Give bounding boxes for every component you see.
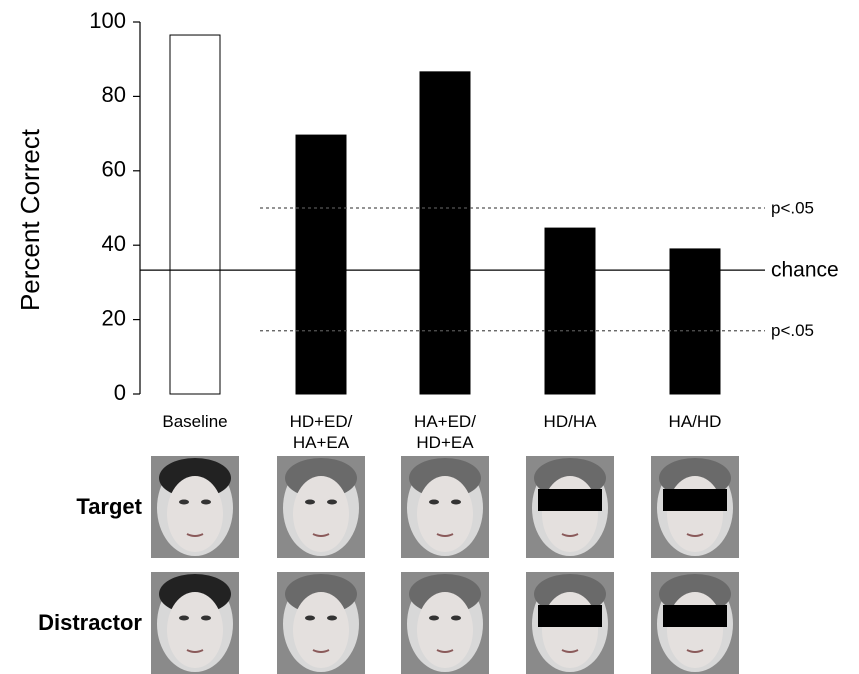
- mouth: [312, 533, 330, 537]
- reference-label: p<.05: [771, 321, 814, 340]
- mouth: [186, 649, 204, 653]
- eye: [179, 499, 189, 505]
- bar: [419, 71, 471, 395]
- mouth: [312, 649, 330, 653]
- face-image: [651, 572, 739, 674]
- mouth: [686, 533, 704, 537]
- face: [542, 592, 598, 668]
- eye-mask: [538, 605, 602, 627]
- face-image: [651, 456, 739, 558]
- face: [542, 476, 598, 552]
- y-tick-label: 80: [102, 82, 126, 107]
- reference-label: chance: [771, 259, 839, 282]
- face: [293, 592, 349, 668]
- bar: [295, 134, 347, 395]
- eye-mask: [538, 489, 602, 511]
- face: [167, 592, 223, 668]
- eye: [327, 615, 337, 621]
- eye: [429, 499, 439, 505]
- eye: [451, 615, 461, 621]
- reference-label: p<.05: [771, 198, 814, 217]
- bar: [169, 34, 221, 395]
- face-image: [151, 572, 239, 674]
- mouth: [436, 533, 454, 537]
- face-image: [401, 456, 489, 558]
- mouth: [436, 649, 454, 653]
- mouth: [686, 649, 704, 653]
- face-image: [526, 456, 614, 558]
- eye-mask: [663, 489, 727, 511]
- bar: [669, 248, 721, 395]
- mouth: [186, 533, 204, 537]
- eye: [327, 499, 337, 505]
- eye: [201, 499, 211, 505]
- y-tick-label: 0: [114, 380, 126, 405]
- row-label: Target: [76, 494, 142, 519]
- face: [167, 476, 223, 552]
- face-image: [526, 572, 614, 674]
- x-tick-label: HD+ED/ HA+EA: [289, 412, 353, 452]
- bar: [544, 227, 596, 395]
- face: [667, 592, 723, 668]
- x-tick-label: HA+ED/ HD+EA: [414, 412, 476, 452]
- x-tick-label: HA/HD: [668, 412, 722, 431]
- face-image: [277, 572, 365, 674]
- face-image: [151, 456, 239, 558]
- y-tick-label: 60: [102, 157, 126, 182]
- eye-mask: [663, 605, 727, 627]
- face-image: [277, 456, 365, 558]
- face: [417, 592, 473, 668]
- eye: [201, 615, 211, 621]
- face: [667, 476, 723, 552]
- mouth: [561, 649, 579, 653]
- face: [417, 476, 473, 552]
- y-tick-label: 100: [89, 8, 126, 33]
- eye: [451, 499, 461, 505]
- eye: [305, 615, 315, 621]
- y-tick-label: 20: [102, 305, 126, 330]
- face: [293, 476, 349, 552]
- face-image: [401, 572, 489, 674]
- row-label: Distractor: [38, 610, 142, 635]
- eye: [179, 615, 189, 621]
- y-tick-label: 40: [102, 231, 126, 256]
- eye: [429, 615, 439, 621]
- x-tick-label: HD/HA: [543, 412, 597, 431]
- y-axis-label: Percent Correct: [15, 128, 45, 311]
- x-tick-label: Baseline: [162, 412, 228, 431]
- mouth: [561, 533, 579, 537]
- eye: [305, 499, 315, 505]
